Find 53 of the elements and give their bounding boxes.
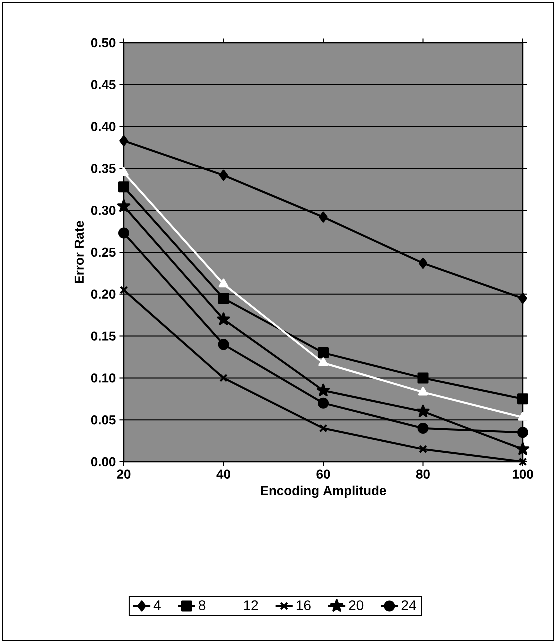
x-tick-label: 80 bbox=[416, 470, 430, 479]
point bbox=[120, 136, 128, 147]
point bbox=[318, 398, 329, 409]
point bbox=[418, 258, 428, 269]
point bbox=[316, 384, 330, 396]
point bbox=[218, 278, 229, 288]
point bbox=[118, 228, 130, 239]
x-tick-label: 40 bbox=[216, 470, 230, 479]
y-tick-label: 0.30 bbox=[91, 206, 116, 216]
y-tick-label: 0.40 bbox=[91, 122, 116, 132]
point bbox=[518, 412, 528, 421]
point bbox=[117, 200, 131, 212]
point bbox=[120, 286, 128, 294]
legend-label: 4 bbox=[154, 600, 161, 610]
x-axis-title: Encoding Amplitude bbox=[261, 486, 386, 498]
point bbox=[220, 374, 228, 382]
point bbox=[219, 170, 228, 181]
y-axis-title: Error Rate bbox=[74, 221, 84, 284]
point bbox=[118, 182, 130, 193]
point bbox=[319, 424, 328, 433]
y-tick-label: 0.10 bbox=[91, 374, 116, 383]
y-tick-label: 0.45 bbox=[91, 80, 116, 90]
point bbox=[419, 445, 428, 454]
y-tick-label: 0.00 bbox=[91, 457, 116, 467]
y-tick-label: 0.05 bbox=[91, 415, 116, 425]
x-tick-label: 100 bbox=[512, 470, 534, 479]
legend-label: 20 bbox=[349, 600, 364, 610]
point bbox=[418, 372, 429, 384]
y-tick-label: 0.15 bbox=[91, 332, 116, 341]
legend-label: 16 bbox=[296, 600, 311, 610]
point bbox=[218, 293, 230, 304]
y-tick-label: 0.35 bbox=[91, 164, 116, 174]
point bbox=[418, 386, 428, 396]
legend-label: 24 bbox=[402, 600, 416, 610]
point bbox=[416, 404, 430, 418]
point bbox=[319, 212, 328, 223]
x-tick-label: 60 bbox=[316, 470, 330, 479]
point bbox=[518, 293, 528, 304]
point bbox=[516, 442, 530, 456]
point bbox=[518, 427, 529, 438]
y-tick-label: 0.25 bbox=[91, 248, 116, 258]
x-tick-label: 20 bbox=[117, 470, 131, 479]
point bbox=[318, 348, 329, 359]
point bbox=[218, 339, 230, 350]
text: 12 bbox=[244, 600, 258, 610]
point bbox=[217, 312, 230, 326]
y-tick-label: 0.50 bbox=[91, 38, 116, 48]
point bbox=[318, 358, 328, 366]
point bbox=[518, 394, 529, 405]
point bbox=[518, 458, 528, 466]
legend-label: 8 bbox=[199, 600, 206, 610]
y-tick-label: 0.20 bbox=[91, 290, 116, 299]
point bbox=[418, 422, 429, 434]
